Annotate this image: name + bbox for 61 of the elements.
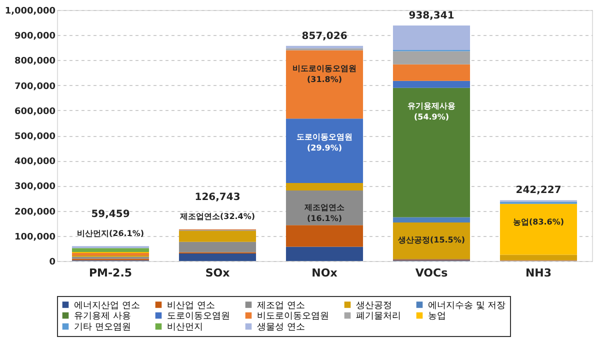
bar bbox=[392, 64, 470, 81]
bar bbox=[178, 253, 256, 261]
annotation: 농업(83.6%) bbox=[512, 218, 564, 227]
y-tick-label: 100,000 bbox=[14, 232, 56, 242]
annotation: 유기용제사용 (54.9%) bbox=[408, 102, 456, 122]
legend-label: 비산먼지 bbox=[167, 322, 203, 332]
annotation: 생산공정(15.5%) bbox=[396, 236, 466, 245]
y-tick-label: 1,000,000 bbox=[4, 6, 56, 16]
bar bbox=[286, 118, 364, 183]
y-tick-label: 0 bbox=[49, 258, 56, 268]
annotation: 도로이동오염원 (29.9%) bbox=[296, 132, 352, 152]
y-tick-label: 400,000 bbox=[14, 157, 56, 168]
bar bbox=[72, 252, 150, 256]
bar bbox=[178, 242, 256, 252]
bar bbox=[286, 50, 364, 119]
bar bbox=[392, 51, 470, 64]
total-label: 59,459 bbox=[91, 209, 130, 220]
legend-label: 에너지산업 연소 bbox=[74, 300, 140, 311]
bar bbox=[500, 254, 578, 260]
legend-label: 비도로이동오염원 bbox=[257, 312, 329, 322]
legend-label: 기타 면오염원 bbox=[74, 322, 131, 332]
bar bbox=[178, 230, 256, 242]
bar bbox=[392, 25, 470, 50]
bar bbox=[286, 225, 364, 247]
bar bbox=[286, 182, 364, 190]
y-tick-label: 800,000 bbox=[14, 56, 56, 67]
total-label: 126,743 bbox=[194, 192, 240, 204]
y-tick-label: 900,000 bbox=[14, 32, 56, 42]
legend-label: 제조업 연소 bbox=[257, 300, 305, 311]
bar bbox=[392, 88, 470, 218]
x-tick-label: PM-2.5 bbox=[88, 266, 132, 280]
bar bbox=[392, 217, 470, 222]
annotation: 비도로이동오염원 (31.8%) bbox=[292, 64, 356, 84]
legend-label: 폐기물처리 bbox=[356, 312, 401, 322]
annotation: 제조업연소(32.4%) bbox=[178, 212, 256, 222]
legend-label: 도로이동오염원 bbox=[167, 312, 230, 322]
legend-label: 유기용제 사용 bbox=[74, 312, 131, 322]
total-label: 938,341 bbox=[408, 10, 454, 22]
total-label: 857,026 bbox=[302, 30, 348, 42]
legend-label: 생산공정 bbox=[356, 300, 392, 311]
x-tick-label: VOCs bbox=[415, 266, 448, 280]
legend-label: 비산업 연소 bbox=[167, 300, 215, 311]
annotation: 비산먼지(26.1%) bbox=[76, 229, 144, 238]
bar bbox=[286, 246, 364, 261]
annotation: 제조업연소 (16.1%) bbox=[304, 202, 344, 223]
bar bbox=[392, 222, 470, 259]
bar bbox=[392, 80, 470, 88]
x-tick-label: NOx bbox=[312, 266, 338, 280]
x-tick-label: SOx bbox=[205, 266, 230, 280]
y-tick-label: 600,000 bbox=[14, 106, 56, 117]
y-tick-label: 500,000 bbox=[14, 132, 56, 142]
y-tick-label: 200,000 bbox=[14, 207, 56, 218]
total-label: 242,227 bbox=[516, 185, 562, 196]
bar bbox=[500, 204, 578, 255]
y-tick-label: 300,000 bbox=[14, 182, 56, 192]
legend-label: 생물성 연소 bbox=[257, 322, 305, 332]
x-tick-label: NH3 bbox=[525, 266, 552, 280]
y-tick-label: 700,000 bbox=[14, 82, 56, 92]
legend-label: 에너지수송 및 저장 bbox=[428, 300, 506, 311]
legend-label: 농업 bbox=[428, 312, 446, 322]
bar bbox=[72, 248, 150, 252]
